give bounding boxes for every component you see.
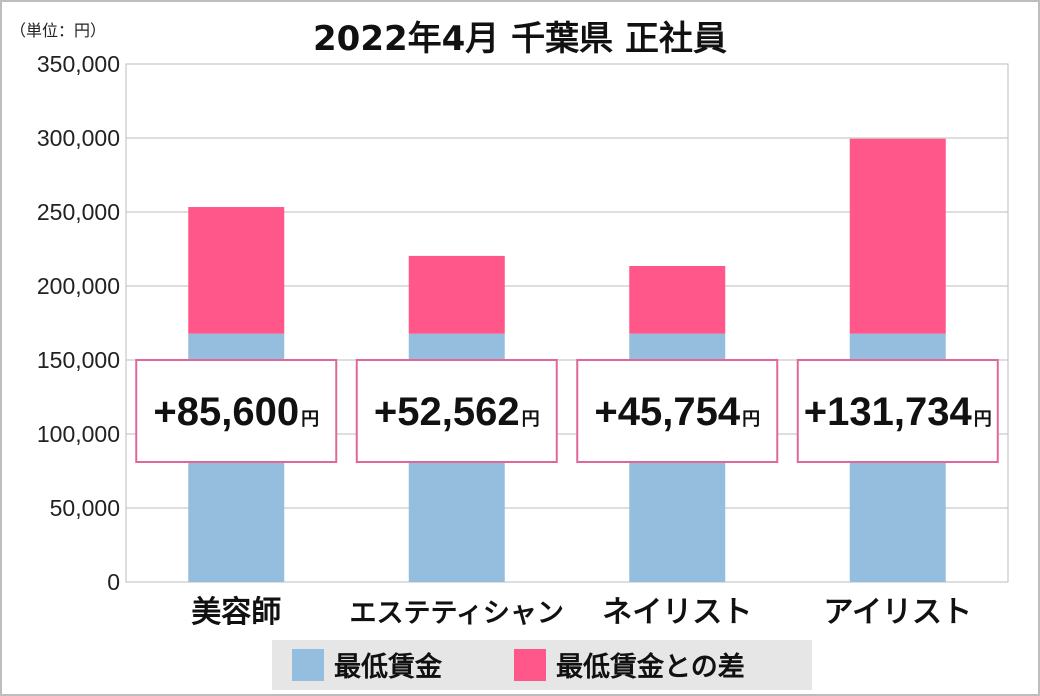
- y-tick-label: 200,000: [37, 273, 120, 299]
- difference-label-box: [576, 359, 779, 463]
- y-tick-label: 100,000: [37, 421, 120, 447]
- y-tick-label: 50,000: [50, 495, 120, 521]
- legend-entry: 最低賃金との差: [556, 651, 745, 683]
- unit-label: （単位：円）: [10, 21, 106, 40]
- category-label: エステティシャン: [350, 598, 564, 629]
- chart-title: 2022年4月 千葉県 正社員: [313, 19, 727, 59]
- difference-label-text: +52,562 円: [374, 390, 540, 434]
- bar-difference: [849, 138, 946, 334]
- category-label: アイリスト: [824, 595, 973, 630]
- bar-difference: [188, 207, 285, 334]
- difference-label: +131,734 円: [796, 359, 999, 463]
- difference-labels: +85,600 円 +52,562 円 +45,754 円 +131,734 円: [135, 359, 999, 463]
- difference-label-text: +85,600 円: [153, 390, 319, 434]
- y-tick-label: 300,000: [37, 125, 120, 151]
- legend-swatch: [514, 649, 546, 681]
- category-label: ネイリスト: [602, 595, 752, 630]
- difference-label-text: +45,754 円: [594, 390, 760, 434]
- bar-difference: [408, 255, 505, 334]
- y-axis-ticks: 0 50,000 100,000 150,000 200,000 250,000 300,0…: [37, 51, 120, 595]
- y-tick-label: 250,000: [37, 199, 120, 225]
- legend-entry: 最低賃金: [334, 651, 443, 683]
- y-tick-label: 150,000: [37, 347, 120, 373]
- legend-swatch: [292, 649, 324, 681]
- difference-label: +45,754 円: [576, 359, 779, 463]
- difference-label-box: [355, 359, 558, 463]
- difference-label-text: +131,734 円: [804, 390, 992, 434]
- category-label: 美容師: [191, 595, 281, 630]
- bar-difference: [629, 265, 726, 334]
- category-labels: 美容師 エステティシャン ネイリスト アイリスト: [191, 595, 972, 630]
- difference-label: +85,600 円: [135, 359, 338, 463]
- y-tick-label: 350,000: [37, 51, 120, 77]
- difference-label-box: [796, 359, 999, 463]
- difference-label-box: [135, 359, 338, 463]
- difference-label: +52,562 円: [355, 359, 558, 463]
- legend: 最低賃金 最低賃金との差: [272, 640, 812, 690]
- y-tick-label: 0: [107, 569, 120, 595]
